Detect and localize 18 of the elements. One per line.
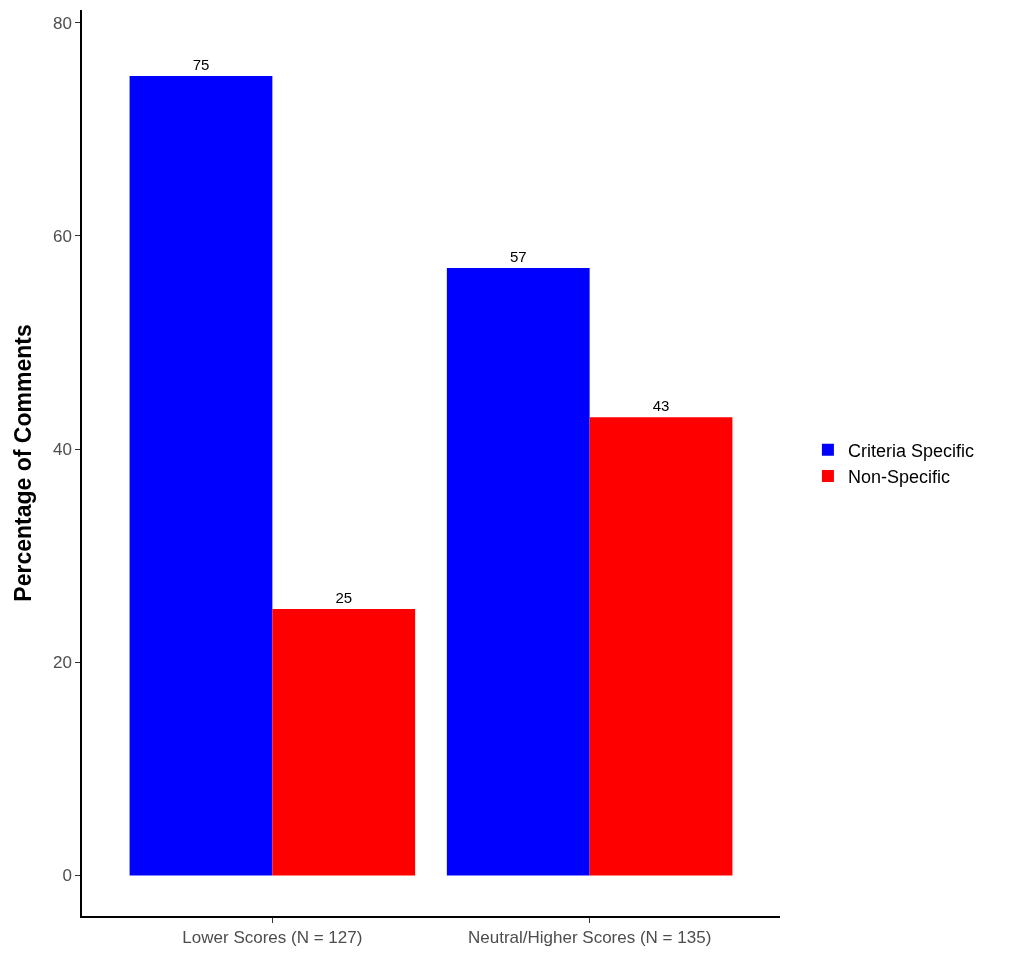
bar — [272, 609, 416, 876]
data-label: 25 — [335, 589, 353, 607]
y-tick-label: 20 — [52, 653, 72, 673]
bar — [129, 76, 273, 876]
y-tick-label: 40 — [52, 440, 72, 460]
data-label: 43 — [652, 397, 670, 415]
y-tick-label: 80 — [52, 13, 72, 33]
x-tick-label: Lower Scores (N = 127) — [182, 928, 363, 948]
bar — [589, 417, 733, 876]
legend-label: Criteria Specific — [847, 440, 974, 461]
y-axis-title: Percentage of Comments — [9, 324, 36, 602]
bar — [446, 267, 590, 876]
legend-label: Non-Specific — [847, 467, 950, 488]
data-label: 75 — [192, 56, 210, 74]
y-tick-label: 0 — [62, 866, 72, 886]
data-label: 57 — [509, 247, 527, 265]
y-tick-label: 60 — [52, 226, 72, 246]
x-tick-label: Neutral/Higher Scores (N = 135) — [467, 928, 712, 948]
